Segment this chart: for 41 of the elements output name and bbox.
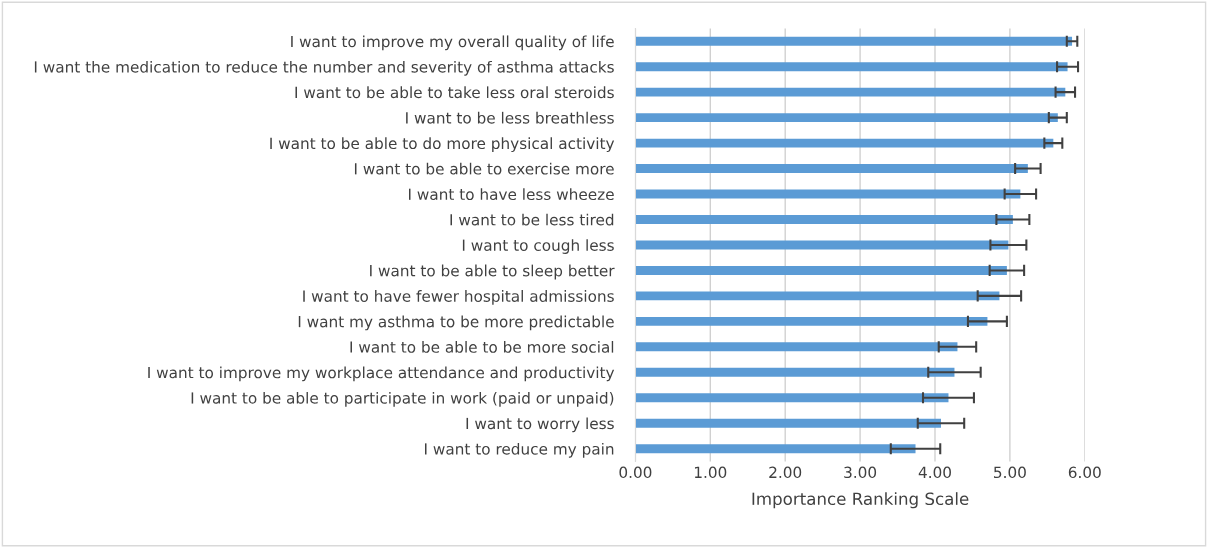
bar <box>635 342 958 352</box>
y-tick-label: I want to have fewer hospital admissions <box>303 290 614 305</box>
bar <box>635 291 1000 301</box>
x-tick-label: 3.00 <box>844 466 877 479</box>
y-tick-label: I want to worry less <box>466 417 614 433</box>
y-tick-label: I want to be able to exercise more <box>354 162 614 175</box>
x-tick-label: 2.00 <box>769 466 802 479</box>
y-tick-label: I want my asthma to be more predictable <box>298 315 614 331</box>
y-tick-label: I want to be able to be more social <box>350 341 614 353</box>
x-tick-label: 4.00 <box>918 466 951 479</box>
y-tick-label: I want to be less breathless <box>406 111 614 124</box>
bar <box>635 367 955 377</box>
bar <box>635 444 916 454</box>
y-tick-label: I want to cough less <box>462 239 614 254</box>
x-tick-label: 6.00 <box>1068 466 1101 479</box>
y-tick-label: I want to have less wheeze <box>408 188 614 201</box>
bar <box>635 138 1054 148</box>
y-tick-label: I want to be able to sleep better <box>370 264 615 280</box>
y-tick-label: I want to be able to participate in work (paid or unpaid) <box>191 391 614 407</box>
bar <box>635 393 949 403</box>
bar <box>635 316 988 326</box>
x-axis-title: Importance Ranking Scale <box>752 492 969 509</box>
y-tick-label: I want to reduce my pain <box>424 442 614 458</box>
bar <box>635 36 1073 46</box>
x-tick-label: 1.00 <box>694 466 727 479</box>
y-tick-label: I want to be able to take less oral steroids <box>295 86 614 99</box>
bar <box>635 215 1013 224</box>
bar <box>635 62 1068 72</box>
x-tick-label: 0.00 <box>619 466 652 479</box>
x-tick-label: 5.00 <box>994 466 1026 479</box>
y-tick-label: I want the medication to reduce the number and severity of asthma attacks <box>34 60 614 76</box>
y-tick-label: I want to be able to do more physical activity <box>270 137 615 153</box>
bar <box>635 418 941 428</box>
bar <box>635 240 1009 250</box>
bar <box>635 164 1028 174</box>
y-tick-label: I want to improve my overall quality of life <box>291 35 614 51</box>
bar <box>635 113 1058 123</box>
y-tick-label: I want to improve my workplace attendance and productivity <box>148 366 615 382</box>
bar <box>635 87 1066 97</box>
y-tick-label: I want to be less tired <box>450 213 614 226</box>
bar <box>635 265 1007 275</box>
